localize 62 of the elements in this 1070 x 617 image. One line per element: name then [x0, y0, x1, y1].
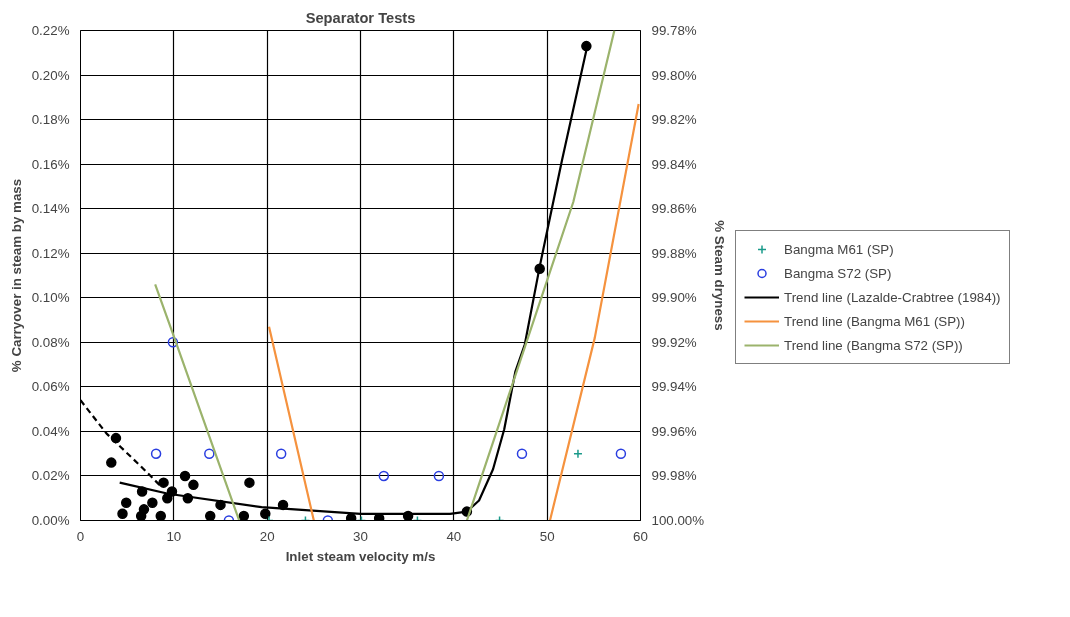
- legend-label: Trend line (Lazalde-Crabtree (1984)): [784, 289, 1001, 305]
- point: [155, 510, 167, 521]
- x-tick-label: 60: [633, 528, 648, 544]
- legend-label: Bangma M61 (SP): [784, 241, 894, 257]
- point: [573, 448, 583, 459]
- y2-tick-label: 99.88%: [651, 245, 697, 261]
- y-tick-label: 0.02%: [31, 468, 70, 484]
- y-tick-label: 0.04%: [31, 423, 70, 439]
- y-axis-title: % Carryover in steam by mass: [8, 178, 24, 373]
- point: [179, 470, 191, 482]
- point: [516, 448, 528, 459]
- y2-tick-label: 99.80%: [651, 67, 697, 83]
- x-tick-label: 30: [353, 528, 368, 544]
- y2-tick-label: 99.98%: [651, 468, 697, 484]
- y2-tick-label: 99.90%: [651, 290, 697, 306]
- y2-tick-label: 99.82%: [651, 112, 697, 128]
- y-tick-label: 0.00%: [31, 513, 70, 528]
- point: [275, 448, 287, 459]
- point: [378, 470, 390, 482]
- y2-axis-title: % Steam dryness: [712, 220, 728, 331]
- point: [117, 508, 128, 520]
- y-tick-label: 0.06%: [31, 379, 70, 395]
- y-tick-label: 0.12%: [31, 245, 70, 261]
- chart-title: Separator Tests: [305, 9, 416, 26]
- x-tick-label: 20: [259, 528, 275, 544]
- y-tick-label: 0.14%: [31, 201, 70, 217]
- x-tick-label: 50: [539, 528, 555, 544]
- y2-tick-label: 99.78%: [651, 23, 697, 38]
- point: [188, 479, 199, 491]
- x-axis-title: Inlet steam velocity m/s: [285, 548, 436, 564]
- x-tick-label: 10: [166, 528, 182, 544]
- point: [106, 457, 117, 468]
- point: [244, 477, 255, 488]
- legend-label: Trend line (Bangma M61 (SP)): [784, 313, 965, 329]
- point: [147, 497, 158, 508]
- y-tick-label: 0.08%: [31, 334, 70, 350]
- point: [158, 477, 169, 488]
- x-tick-label: 0: [76, 528, 85, 544]
- y2-tick-label: 99.84%: [651, 156, 697, 172]
- y2-tick-label: 100.00%: [651, 513, 705, 528]
- y2-tick-label: 99.86%: [651, 201, 697, 217]
- legend-label: Bangma S72 (SP): [784, 265, 892, 281]
- y-tick-label: 0.10%: [31, 290, 70, 306]
- point: [150, 448, 162, 459]
- y2-tick-label: 99.96%: [651, 423, 697, 439]
- y-tick-label: 0.20%: [31, 67, 70, 83]
- point: [204, 510, 216, 521]
- point: [135, 510, 147, 521]
- point: [167, 337, 179, 348]
- point: [433, 470, 445, 482]
- x-tick-label: 40: [446, 528, 462, 544]
- point: [120, 497, 132, 508]
- point: [238, 510, 250, 521]
- point: [615, 448, 627, 459]
- y2-tick-label: 99.94%: [651, 379, 697, 395]
- y-tick-label: 0.16%: [31, 156, 70, 172]
- legend-label: Trend line (Bangma S72 (SP)): [784, 337, 963, 353]
- y-tick-label: 0.22%: [31, 23, 70, 38]
- y-tick-label: 0.18%: [31, 112, 70, 128]
- point: [204, 448, 215, 459]
- y2-tick-label: 99.92%: [651, 334, 697, 350]
- point: [260, 508, 271, 520]
